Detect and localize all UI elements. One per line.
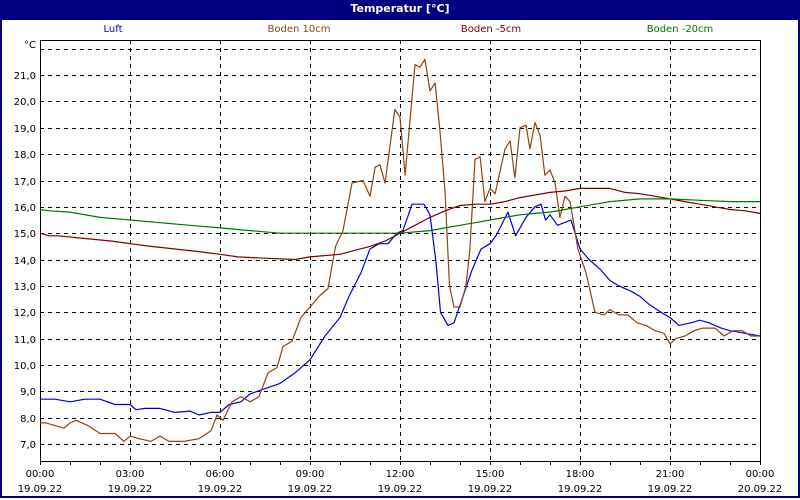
x-tick-date: 19.09.22 <box>468 484 513 495</box>
legend-item-boden-5cm: Boden -5cm <box>460 24 522 35</box>
y-tick-label: 10,0 <box>14 361 36 372</box>
x-tick-date: 20.09.22 <box>738 484 783 495</box>
y-axis-unit-label: °C <box>24 40 36 51</box>
y-tick-label: 9,0 <box>20 387 36 398</box>
y-tick-label: 14,0 <box>14 256 36 267</box>
x-tick-time: 06:00 <box>206 469 235 480</box>
x-tick-date: 19.09.22 <box>648 484 693 495</box>
y-tick-label: 8,0 <box>20 414 36 425</box>
axes: 7,0 8,0 9,0 10,0 11,0 12,0 13,0 14,0 15,0 16,0 17,… <box>14 40 783 495</box>
grid-lines <box>40 40 760 461</box>
series-line-boden-10cm <box>40 58 760 442</box>
x-tick-time: 00:00 <box>746 469 775 480</box>
legend-item-boden-10cm: Boden 10cm <box>267 24 331 35</box>
x-tick-time: 12:00 <box>386 469 415 480</box>
plot-border <box>40 40 761 462</box>
x-tick-date: 19.09.22 <box>18 484 63 495</box>
series-lines <box>39 58 761 442</box>
x-tick-time: 09:00 <box>296 469 325 480</box>
y-tick-label: 21,0 <box>14 71 36 82</box>
x-tick-date: 19.09.22 <box>558 484 603 495</box>
x-tick-date: 19.09.22 <box>108 484 153 495</box>
series-line-luft <box>40 203 761 416</box>
x-tick-time: 03:00 <box>116 469 145 480</box>
x-tick-time: 00:00 <box>26 469 55 480</box>
y-tick-label: 18,0 <box>14 150 36 161</box>
x-tick-date: 19.09.22 <box>378 484 423 495</box>
y-tick-label: 16,0 <box>14 203 36 214</box>
x-tick-date: 19.09.22 <box>288 484 333 495</box>
x-tick-time: 21:00 <box>656 469 685 480</box>
x-tick-time: 18:00 <box>566 469 595 480</box>
legend-item-boden-20cm: Boden -20cm <box>646 24 714 35</box>
y-tick-label: 7,0 <box>20 440 36 451</box>
x-tick-time: 15:00 <box>476 469 505 480</box>
y-tick-label: 17,0 <box>14 177 36 188</box>
series-line-boden-20cm <box>39 198 760 234</box>
legend-item-luft: Luft <box>103 24 123 35</box>
y-tick-label: 19,0 <box>14 124 36 135</box>
y-tick-label: 20,0 <box>14 97 36 108</box>
series-line-boden-5cm <box>39 187 761 261</box>
y-tick-label: 12,0 <box>14 308 36 319</box>
y-tick-label: 15,0 <box>14 229 36 240</box>
y-tick-label: 11,0 <box>14 335 36 346</box>
x-tick-date: 19.09.22 <box>198 484 243 495</box>
chart-title: Temperatur [°C] <box>0 0 800 20</box>
y-tick-label: 13,0 <box>14 282 36 293</box>
